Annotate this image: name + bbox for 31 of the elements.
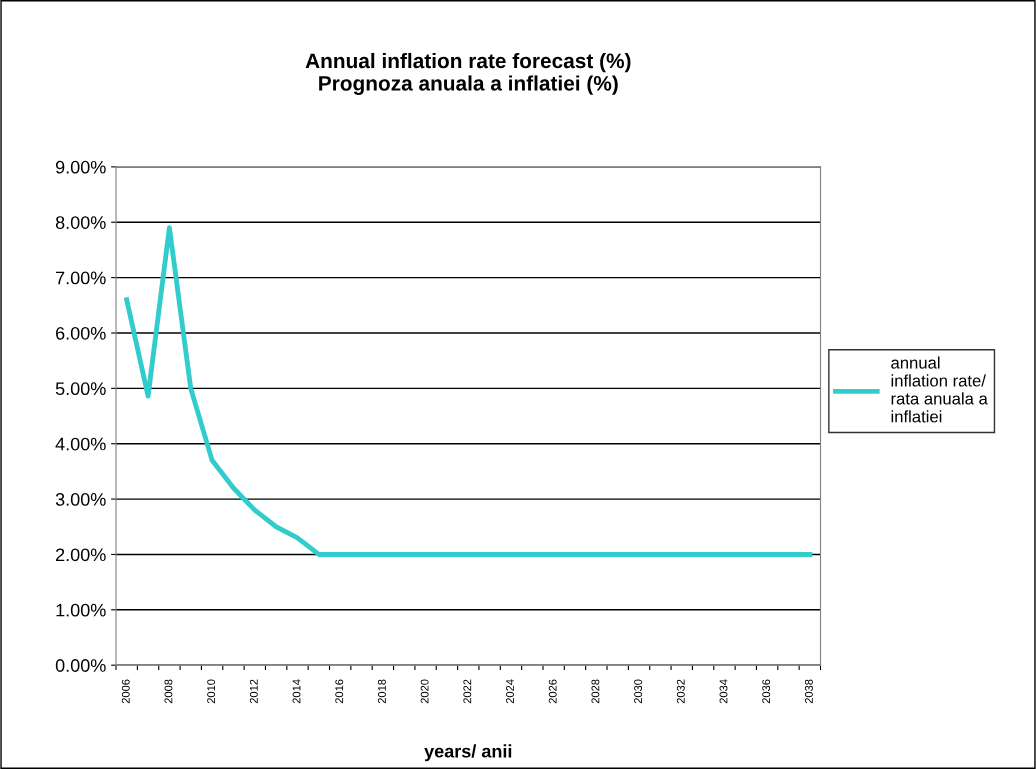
y-tick-label: 5.00% <box>55 382 106 396</box>
x-tick-label: 2018 <box>378 679 386 704</box>
x-tick-label: 2036 <box>762 679 771 704</box>
chart-title: Annual inflation rate forecast (%) Prognoza anuala a inflatiei (%) <box>305 52 631 95</box>
y-tick-label: 4.00% <box>55 437 106 451</box>
legend-label: annual inflation rate/ rata anuala a inflatiei <box>891 356 988 423</box>
x-tick-label: 2022 <box>463 679 472 704</box>
x-tick-label: 2014 <box>292 679 301 704</box>
y-tick-label: 0.00% <box>55 659 106 672</box>
x-tick-label: 2008 <box>164 679 173 704</box>
x-tick-label: 2028 <box>591 679 600 704</box>
y-tick-label: 3.00% <box>55 493 106 506</box>
x-tick-label: 2020 <box>420 679 429 704</box>
x-tick-label: 2026 <box>548 679 557 704</box>
x-tick-label: 2030 <box>634 679 643 704</box>
line-series <box>124 225 813 557</box>
x-tick-label: 2012 <box>249 679 258 704</box>
x-tick-label: 2024 <box>506 679 514 704</box>
x-axis-title: years/ anii <box>424 744 512 762</box>
x-tick-label: 2034 <box>719 679 728 704</box>
y-tick-label: 1.00% <box>56 603 106 617</box>
x-tick-label: 2016 <box>335 679 344 704</box>
x-tick-label: 2038 <box>804 679 813 704</box>
x-tick-label: 2010 <box>207 679 216 704</box>
y-tick-label: 7.00% <box>56 271 106 285</box>
y-tick-label: 6.00% <box>56 326 106 340</box>
y-tick-label: 2.00% <box>56 548 106 562</box>
x-tick-label: 2006 <box>121 679 130 704</box>
y-tick-label: 8.00% <box>55 216 106 229</box>
y-tick-label: 9.00% <box>55 160 106 174</box>
x-tick-label: 2032 <box>676 679 685 704</box>
